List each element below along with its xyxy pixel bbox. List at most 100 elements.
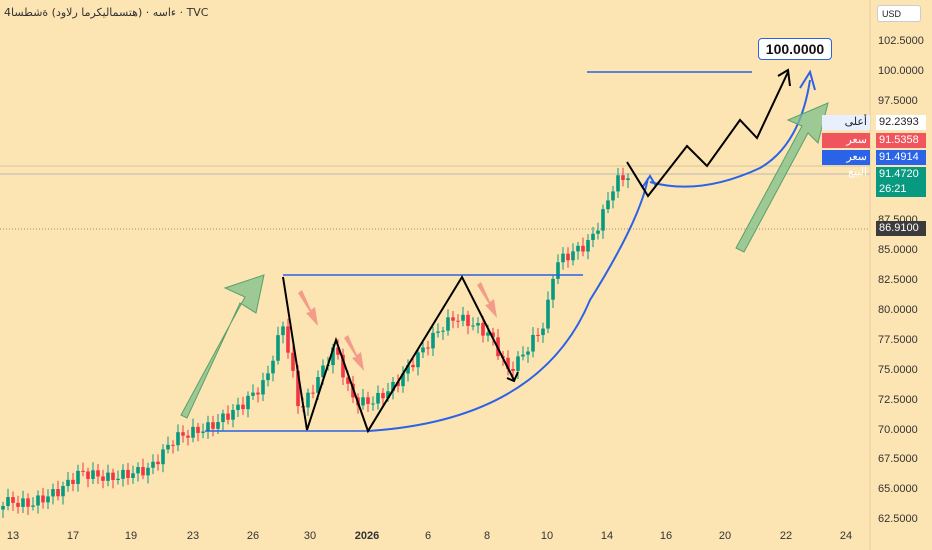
candle-body <box>476 323 480 326</box>
currency-selector[interactable]: USD <box>877 5 921 22</box>
candle-body <box>311 392 315 394</box>
candle-body <box>221 413 225 423</box>
candle-body <box>426 347 430 349</box>
candle-body <box>556 262 560 279</box>
candle-body <box>291 352 295 371</box>
candle-body <box>381 392 385 399</box>
candle-body <box>276 335 280 361</box>
candle-body <box>516 356 520 371</box>
bearish-arrow <box>298 290 318 326</box>
x-tick-label: 13 <box>6 530 20 542</box>
candle-body <box>21 498 25 507</box>
candle-body <box>616 175 620 192</box>
x-tick-label: 20 <box>718 530 732 542</box>
candle-body <box>576 245 580 252</box>
candle-body <box>416 352 420 368</box>
candle-body <box>401 373 405 387</box>
candle-body <box>561 253 565 263</box>
candle-body <box>346 377 350 384</box>
candle-body <box>166 444 170 450</box>
candle-body <box>196 426 200 433</box>
symbol-header: 4ءاسه · (هتسماليكرما رلاود) ةشطسا · TVC <box>4 6 209 19</box>
candle-body <box>541 328 545 336</box>
candle-body <box>626 178 630 181</box>
last-price-value: 91.4720 <box>876 167 926 182</box>
candle-body <box>171 444 175 446</box>
candle-body <box>601 209 605 231</box>
candle-body <box>531 334 535 352</box>
projection-zigzag <box>626 71 789 198</box>
x-tick-label: 6 <box>424 530 432 542</box>
candle-body <box>176 432 180 446</box>
candle-body <box>551 278 555 300</box>
candle-body <box>266 373 270 381</box>
candle-body <box>571 251 575 261</box>
candle-body <box>11 497 15 503</box>
bid-label: سعر البيع <box>822 150 870 178</box>
candle-body <box>256 392 260 395</box>
candle-body <box>336 347 340 355</box>
candle-body <box>486 332 490 336</box>
y-tick-label: 72.5000 <box>878 393 918 406</box>
candle-body <box>406 364 410 374</box>
candle-body <box>16 502 20 507</box>
candle-body <box>321 365 325 378</box>
candle-body <box>51 489 55 497</box>
candle-body <box>216 422 220 429</box>
candle-body <box>201 431 205 433</box>
candle-body <box>546 299 550 329</box>
candle-body <box>581 245 585 252</box>
x-tick-label: 17 <box>66 530 80 542</box>
candle-body <box>286 326 290 353</box>
bullish-arrow <box>735 102 829 253</box>
bearish-arrow <box>477 282 497 318</box>
y-tick-label: 77.5000 <box>878 333 918 346</box>
y-tick-label: 97.5000 <box>878 94 918 107</box>
x-tick-label: 30 <box>303 530 317 542</box>
candle-body <box>361 397 365 406</box>
candle-body <box>566 253 570 261</box>
y-tick-label: 67.5000 <box>878 453 918 466</box>
candle-body <box>341 354 345 378</box>
candle-body <box>611 191 615 201</box>
candle-body <box>586 240 590 252</box>
ask-value: 91.5358 <box>876 133 926 148</box>
y-tick-label: 82.5000 <box>878 274 918 287</box>
candle-body <box>281 326 285 336</box>
candle-body <box>121 469 125 479</box>
candle-body <box>306 392 310 408</box>
candle-body <box>461 314 465 321</box>
candle-body <box>466 314 470 326</box>
candle-body <box>26 498 30 507</box>
zigzag-pattern <box>282 274 515 434</box>
candle-body <box>101 476 105 481</box>
candle-body <box>141 467 145 476</box>
candle-body <box>376 392 380 404</box>
candle-body <box>526 351 530 355</box>
y-tick-label: 70.0000 <box>878 423 918 436</box>
candle-body <box>186 435 190 438</box>
candle-body <box>366 397 370 404</box>
candle-body <box>511 368 515 371</box>
x-tick-label: 10 <box>540 530 554 542</box>
candle-body <box>36 495 40 506</box>
y-tick-label: 85.0000 <box>878 244 918 257</box>
x-tick-label: 19 <box>124 530 138 542</box>
candle-body <box>86 471 90 479</box>
candle-body <box>191 426 195 438</box>
candle-body <box>421 347 425 353</box>
candle-body <box>431 332 435 349</box>
high-value: 92.2393 <box>876 115 926 130</box>
candle-body <box>161 449 165 465</box>
candle-body <box>396 381 400 387</box>
candle-body <box>151 461 155 468</box>
candle-body <box>81 470 85 472</box>
candle-body <box>236 404 240 410</box>
candle-body <box>91 470 95 479</box>
candle-body <box>146 467 150 476</box>
candle-body <box>436 331 440 333</box>
x-tick-label: 22 <box>779 530 793 542</box>
candle-body <box>66 479 70 487</box>
candle-body <box>446 317 450 331</box>
